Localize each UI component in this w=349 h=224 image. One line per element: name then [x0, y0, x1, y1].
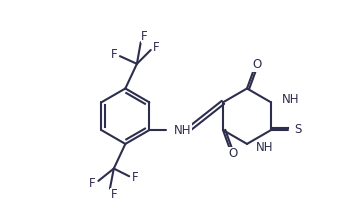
Text: F: F	[141, 30, 148, 43]
Text: NH: NH	[282, 93, 299, 106]
Text: NH: NH	[174, 124, 192, 137]
Text: F: F	[132, 171, 139, 184]
Text: O: O	[252, 58, 262, 71]
Text: F: F	[111, 188, 117, 201]
Text: O: O	[228, 147, 238, 160]
Text: F: F	[153, 41, 159, 54]
Text: S: S	[294, 123, 302, 136]
Text: NH: NH	[256, 140, 274, 153]
Text: F: F	[111, 48, 117, 61]
Text: F: F	[89, 177, 96, 190]
